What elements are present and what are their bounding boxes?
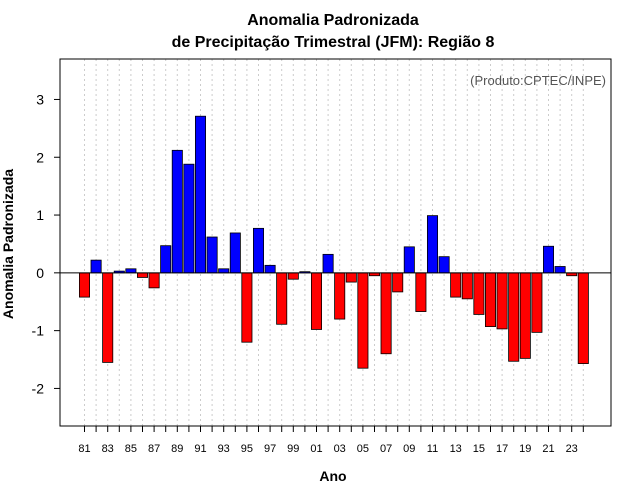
x-tick-label: 13 bbox=[450, 443, 462, 455]
bar bbox=[206, 236, 218, 274]
bar bbox=[287, 272, 299, 280]
bar bbox=[392, 272, 404, 293]
bar bbox=[508, 272, 520, 362]
bar bbox=[554, 266, 566, 274]
x-tick-label: 91 bbox=[194, 443, 206, 455]
bar bbox=[148, 272, 160, 289]
y-tick-label: -2 bbox=[32, 380, 45, 396]
bar bbox=[252, 227, 264, 274]
bar bbox=[496, 272, 508, 330]
x-tick-label: 87 bbox=[148, 443, 160, 455]
y-tick-label: 3 bbox=[36, 91, 44, 107]
bar bbox=[90, 259, 102, 274]
x-tick-label: 23 bbox=[566, 443, 578, 455]
y-axis-label: Anomalia Padronizada bbox=[0, 169, 16, 319]
x-tick-label: 81 bbox=[78, 443, 90, 455]
bar bbox=[531, 272, 543, 333]
bar bbox=[79, 272, 91, 298]
x-tick-label: 11 bbox=[427, 443, 438, 455]
y-tick-label: 0 bbox=[36, 265, 44, 281]
x-tick-label: 15 bbox=[473, 443, 485, 455]
bar bbox=[473, 272, 485, 315]
x-axis-label: Ano bbox=[319, 468, 346, 484]
bar bbox=[276, 272, 288, 325]
x-tick-label: 89 bbox=[171, 443, 183, 455]
bar bbox=[403, 246, 415, 274]
x-tick-label: 01 bbox=[310, 443, 322, 455]
x-tick-label: 85 bbox=[125, 443, 137, 455]
bar bbox=[519, 272, 531, 359]
x-tick-label: 21 bbox=[542, 443, 554, 455]
bar bbox=[229, 232, 241, 274]
bar bbox=[334, 272, 346, 320]
x-tick-label: 07 bbox=[380, 443, 392, 455]
bar bbox=[438, 256, 450, 274]
plot-frame bbox=[59, 58, 612, 427]
bar bbox=[183, 163, 195, 274]
bar bbox=[380, 272, 392, 355]
product-annotation: (Produto:CPTEC/INPE) bbox=[470, 73, 606, 88]
bar bbox=[345, 272, 357, 283]
bar bbox=[461, 272, 473, 300]
x-tick-label: 83 bbox=[102, 443, 114, 455]
chart-title-line-1: Anomalia Padronizada bbox=[247, 12, 419, 29]
bar bbox=[241, 272, 253, 343]
x-tick-label: 99 bbox=[287, 443, 299, 455]
bar bbox=[450, 272, 462, 298]
bar bbox=[577, 272, 589, 364]
y-tick-label: 1 bbox=[36, 207, 44, 223]
bar bbox=[218, 268, 230, 274]
bar bbox=[160, 245, 172, 274]
bar bbox=[415, 272, 427, 312]
y-tick-label: 2 bbox=[36, 149, 44, 165]
x-tick-label: 03 bbox=[334, 443, 346, 455]
bar bbox=[136, 272, 148, 278]
x-tick-label: 95 bbox=[241, 443, 253, 455]
x-tick-label: 19 bbox=[519, 443, 531, 455]
chart-title-line-2: de Precipitação Trimestral (JFM): Região… bbox=[172, 34, 495, 51]
bar bbox=[310, 272, 322, 330]
bar bbox=[322, 253, 334, 274]
bar bbox=[357, 272, 369, 369]
bar bbox=[102, 272, 114, 363]
x-tick-label: 93 bbox=[218, 443, 230, 455]
bar bbox=[125, 268, 137, 274]
bar bbox=[484, 272, 496, 327]
x-tick-label: 09 bbox=[403, 443, 415, 455]
bar bbox=[426, 215, 438, 274]
x-tick-label: 05 bbox=[357, 443, 369, 455]
bar bbox=[171, 149, 183, 274]
bar bbox=[264, 264, 276, 274]
x-tick-label: 97 bbox=[264, 443, 276, 455]
bar bbox=[543, 245, 555, 274]
bar bbox=[194, 115, 206, 274]
y-tick-label: -1 bbox=[32, 323, 45, 339]
x-tick-label: 17 bbox=[496, 443, 508, 455]
